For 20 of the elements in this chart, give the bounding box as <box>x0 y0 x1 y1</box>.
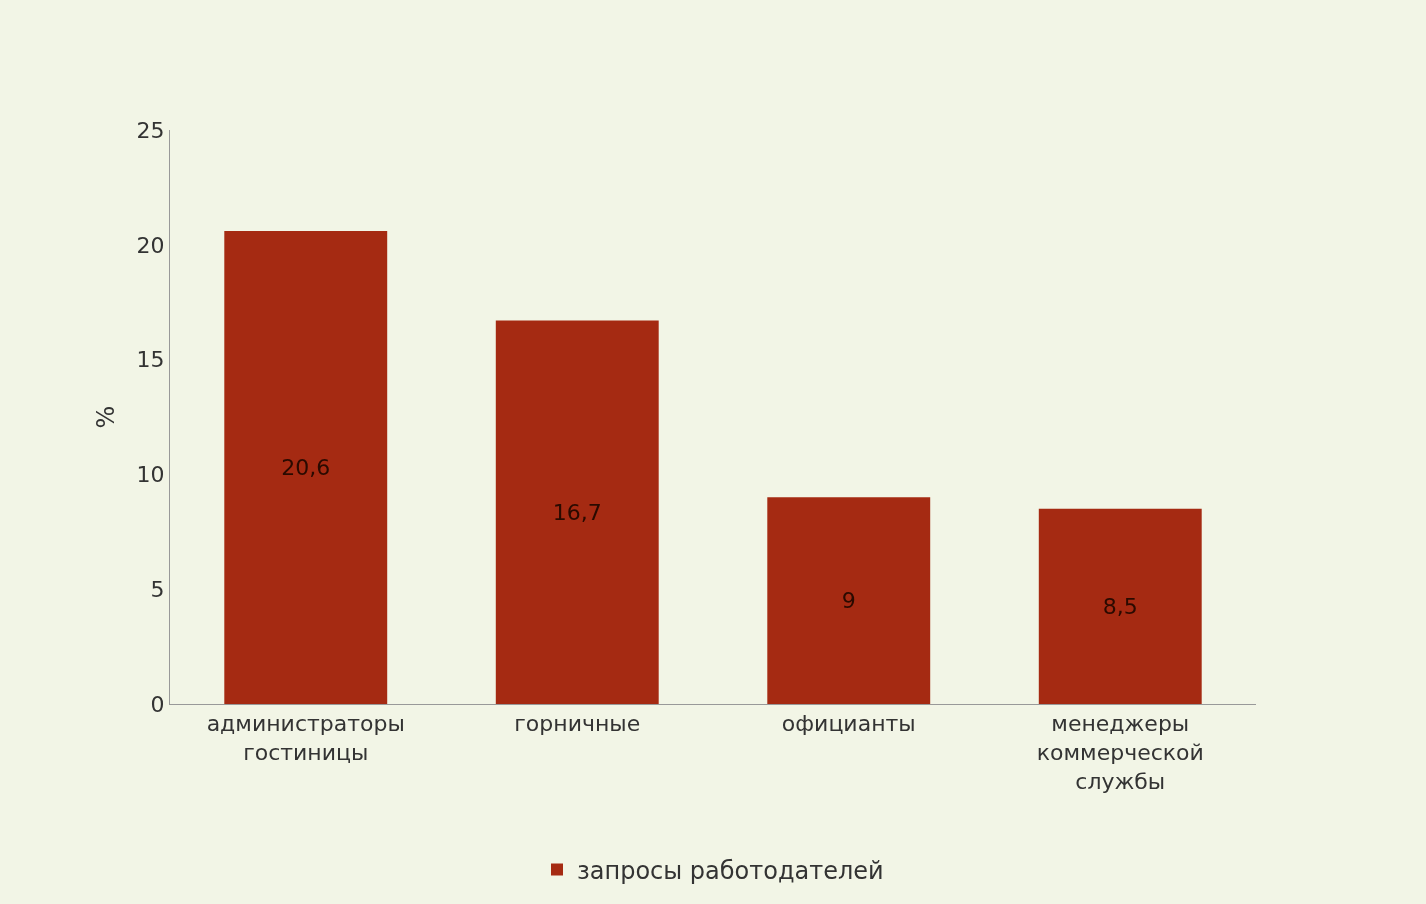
y-tick-label: 0 <box>150 691 165 717</box>
y-axis-title: % <box>91 405 120 429</box>
y-tick-label: 5 <box>150 576 165 602</box>
data-label: 20,6 <box>281 455 331 481</box>
y-tick-label: 20 <box>136 232 165 258</box>
x-tick-label: горничные <box>514 711 641 737</box>
data-label: 8,5 <box>1102 593 1138 619</box>
data-label: 9 <box>841 588 856 614</box>
x-tick-label: менеджеры коммерческой службы <box>1036 711 1204 794</box>
bar <box>767 497 931 704</box>
x-tick-label: администраторы гостиницы <box>206 711 405 765</box>
y-tick-label: 25 <box>136 117 165 143</box>
bar <box>495 320 659 704</box>
x-tick-label: официанты <box>781 711 916 737</box>
legend-label: запросы работодателей <box>577 856 884 885</box>
y-tick-label: 10 <box>136 462 165 488</box>
y-tick-label: 15 <box>136 347 165 373</box>
bar <box>224 231 388 704</box>
bar <box>1038 508 1202 704</box>
data-label: 16,7 <box>552 499 602 525</box>
